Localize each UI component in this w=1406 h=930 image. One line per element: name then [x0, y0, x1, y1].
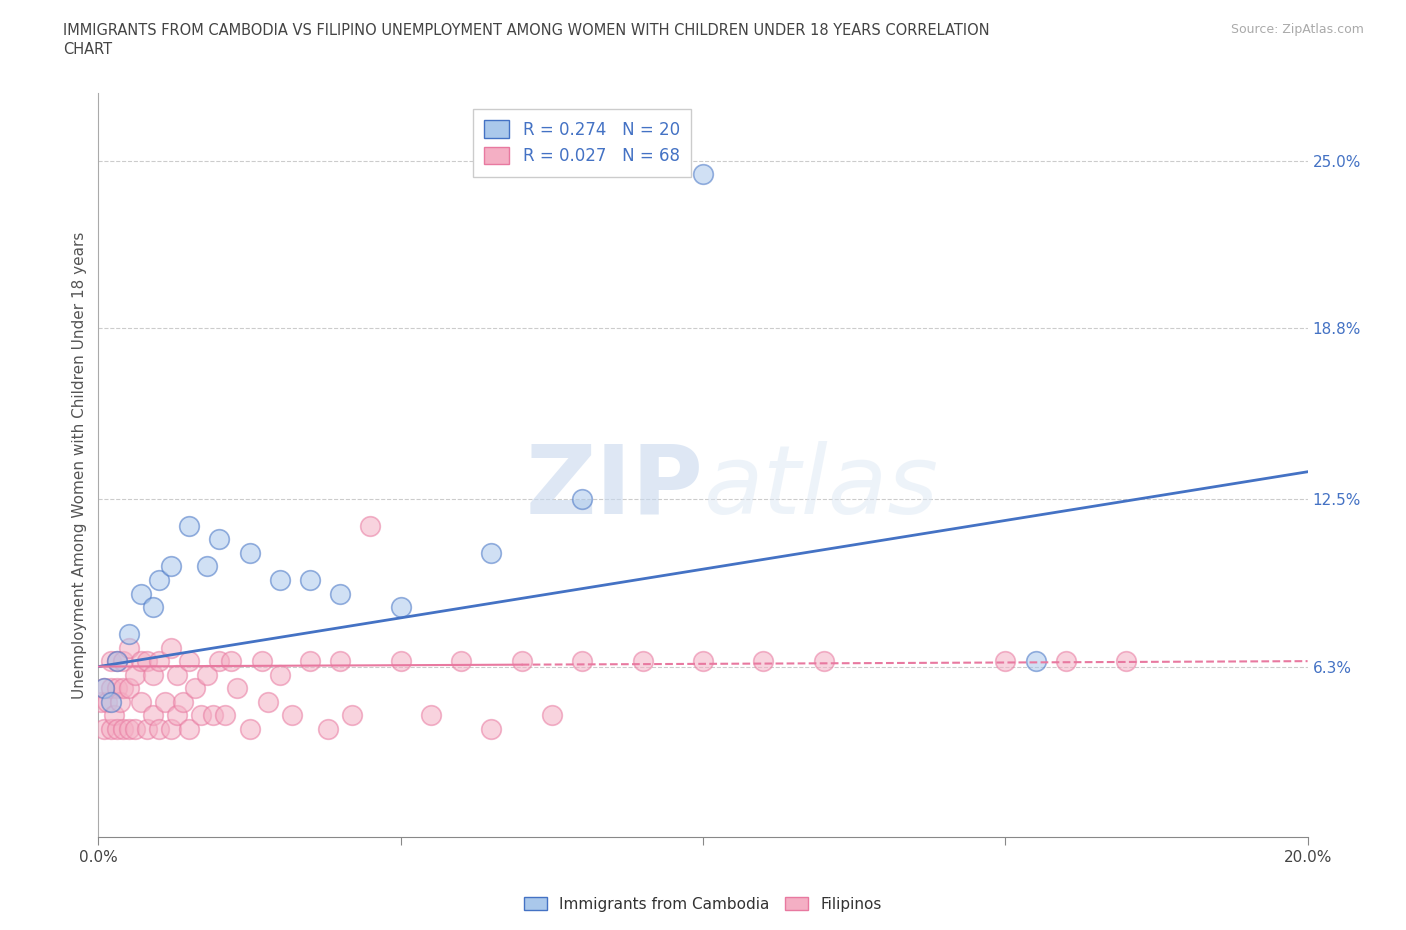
Point [269, 573, 291, 588]
Point [135, 654, 157, 669]
Point [214, 708, 236, 723]
Point [90, 695, 112, 710]
Point [329, 586, 352, 601]
Point [226, 681, 249, 696]
Point [752, 654, 775, 669]
Point [118, 627, 141, 642]
Point [221, 654, 243, 669]
Point [692, 166, 714, 181]
Point [172, 695, 194, 710]
Point [93, 681, 115, 696]
Point [129, 586, 152, 601]
Point [108, 695, 131, 710]
Point [105, 681, 128, 696]
Point [571, 491, 593, 506]
Point [160, 640, 183, 655]
Point [692, 654, 714, 669]
Point [316, 722, 339, 737]
Point [179, 518, 201, 533]
Point [481, 546, 503, 561]
Point [111, 654, 134, 669]
Point [129, 654, 152, 669]
Point [148, 654, 170, 669]
Point [571, 654, 593, 669]
Point [1054, 654, 1077, 669]
Point [420, 708, 443, 723]
Point [269, 667, 291, 682]
Point [142, 600, 165, 615]
Point [124, 722, 146, 737]
Point [103, 708, 125, 723]
Point [160, 722, 183, 737]
Point [179, 654, 201, 669]
Point [540, 708, 562, 723]
Point [142, 667, 165, 682]
Point [250, 654, 273, 669]
Point [631, 654, 654, 669]
Legend: R = 0.274   N = 20, R = 0.027   N = 68: R = 0.274 N = 20, R = 0.027 N = 68 [472, 109, 692, 177]
Point [1115, 654, 1137, 669]
Point [93, 681, 115, 696]
Point [202, 708, 225, 723]
Point [111, 722, 134, 737]
Point [389, 654, 412, 669]
Point [124, 667, 146, 682]
Point [166, 708, 188, 723]
Point [239, 546, 262, 561]
Point [389, 600, 412, 615]
Point [994, 654, 1017, 669]
Point [450, 654, 472, 669]
Point [281, 708, 304, 723]
Point [96, 695, 118, 710]
Point [100, 722, 122, 737]
Point [142, 708, 165, 723]
Point [148, 573, 170, 588]
Point [510, 654, 533, 669]
Point [118, 722, 141, 737]
Point [1024, 654, 1046, 669]
Point [105, 654, 128, 669]
Point [208, 654, 231, 669]
Point [329, 654, 352, 669]
Point [135, 722, 157, 737]
Text: CHART: CHART [63, 42, 112, 57]
Point [299, 573, 322, 588]
Point [299, 654, 322, 669]
Text: IMMIGRANTS FROM CAMBODIA VS FILIPINO UNEMPLOYMENT AMONG WOMEN WITH CHILDREN UNDE: IMMIGRANTS FROM CAMBODIA VS FILIPINO UNE… [63, 23, 990, 38]
Text: Source: ZipAtlas.com: Source: ZipAtlas.com [1230, 23, 1364, 36]
Point [160, 559, 183, 574]
Point [190, 708, 212, 723]
Point [118, 681, 141, 696]
Point [105, 654, 128, 669]
Point [148, 722, 170, 737]
Point [481, 722, 503, 737]
Point [195, 667, 218, 682]
Point [239, 722, 262, 737]
Point [153, 695, 176, 710]
Point [208, 532, 231, 547]
Point [111, 681, 134, 696]
Point [184, 681, 207, 696]
Point [129, 695, 152, 710]
Point [179, 722, 201, 737]
Point [100, 695, 122, 710]
Point [360, 518, 382, 533]
Point [166, 667, 188, 682]
Point [342, 708, 364, 723]
Text: ZIP: ZIP [524, 441, 703, 534]
Point [256, 695, 278, 710]
Point [118, 640, 141, 655]
Point [105, 722, 128, 737]
Point [813, 654, 835, 669]
Point [93, 722, 115, 737]
Text: atlas: atlas [703, 441, 938, 534]
Point [195, 559, 218, 574]
Point [100, 681, 122, 696]
Point [100, 654, 122, 669]
Y-axis label: Unemployment Among Women with Children Under 18 years: Unemployment Among Women with Children U… [72, 232, 87, 698]
Legend: Immigrants from Cambodia, Filipinos: Immigrants from Cambodia, Filipinos [519, 890, 887, 918]
